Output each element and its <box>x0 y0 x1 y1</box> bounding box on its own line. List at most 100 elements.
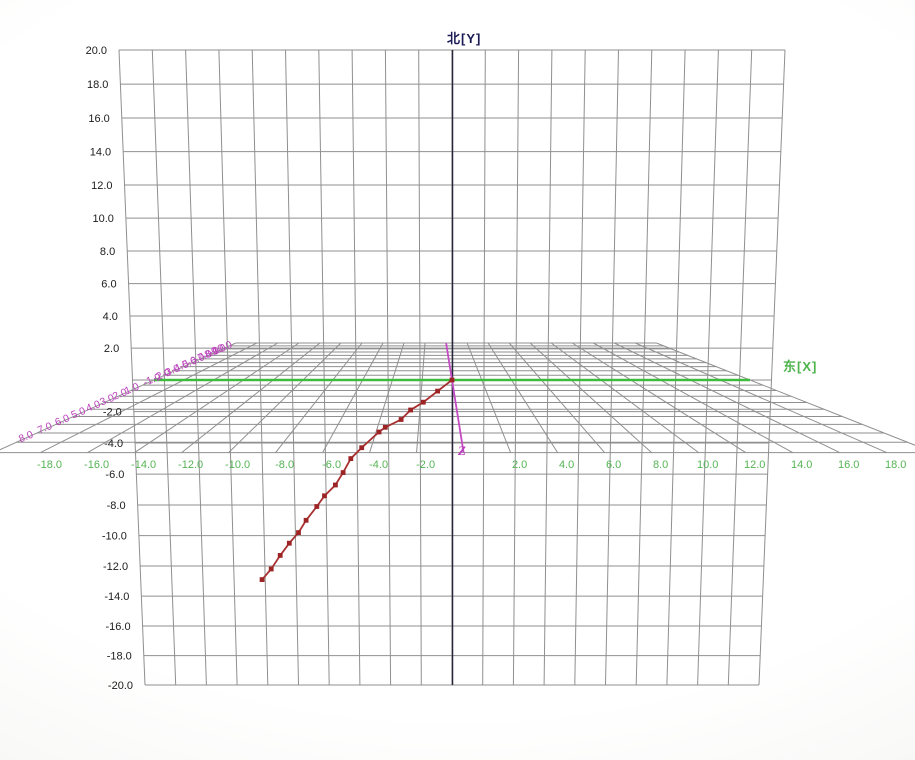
x-tick-label: 12.0 <box>744 459 765 471</box>
y-tick-label: -16.0 <box>106 621 131 633</box>
y-tick-label: -4.0 <box>104 438 123 450</box>
ground-plane-gridline-x <box>550 342 699 454</box>
y-tick-label: 2.0 <box>104 343 119 355</box>
ground-plane-gridline-x <box>228 342 342 453</box>
vertical-plane-gridline-vertical <box>185 49 207 686</box>
vertical-plane-gridline-vertical <box>285 49 299 686</box>
z-axis-line <box>445 342 465 453</box>
vertical-plane-gridline-vertical <box>605 49 619 686</box>
ground-plane-gridline-x <box>40 342 258 454</box>
trajectory-point-marker <box>359 445 365 451</box>
y-tick-label: 6.0 <box>101 279 116 291</box>
ground-plane-gridline-x <box>134 342 300 454</box>
ground-plane-gridline-x <box>0 342 237 451</box>
trajectory-point-marker <box>435 388 440 394</box>
y-tick-label: 10.0 <box>92 213 113 225</box>
trajectory-point-marker <box>348 456 354 461</box>
ground-plane-gridline-x <box>508 342 605 453</box>
z-tick-label: 5.0 <box>69 405 87 422</box>
ground-plane-gridline-x <box>322 342 384 453</box>
z-tick-label: 3.0 <box>98 392 116 409</box>
x-tick-label: -6.0 <box>322 459 341 471</box>
x-tick-label: -4.0 <box>369 459 388 471</box>
z-tick-label: 8.0 <box>17 429 35 446</box>
ground-plane-gridline-x <box>529 342 652 453</box>
y-tick-label: 20.0 <box>86 45 107 57</box>
vertical-plane-gridline-vertical <box>574 49 586 686</box>
y-tick-label: 12.0 <box>91 180 112 192</box>
ground-plane-gridline-x <box>416 342 426 453</box>
x-tick-label: 2.0 <box>512 459 527 471</box>
ground-plane-gridline-x <box>487 342 559 453</box>
north-y-axis-title: 北[Y] <box>447 31 482 46</box>
y-tick-label: -8.0 <box>107 500 126 512</box>
ground-plane-gridline-x <box>614 342 840 454</box>
vertical-plane-gridline-vertical <box>351 49 361 686</box>
trajectory-point-marker <box>333 482 338 488</box>
z-tick-label: 7.0 <box>36 420 54 437</box>
y-tick-label: -14.0 <box>104 591 129 603</box>
trajectory-point-marker <box>268 566 274 572</box>
y-tick-label: -6.0 <box>105 469 124 481</box>
ground-plane-gridline-x <box>87 342 279 454</box>
x-tick-label: -12.0 <box>178 459 203 471</box>
vertical-plane-gridline-vertical <box>666 49 686 686</box>
x-tick-label: 18.0 <box>885 459 906 471</box>
trajectory-point-marker <box>398 417 404 422</box>
x-tick-label: -8.0 <box>275 459 294 471</box>
trajectory-point-marker <box>322 493 327 499</box>
vertical-plane-gridline-vertical <box>727 49 753 686</box>
z-tick-label: 1.0 <box>123 381 141 398</box>
x-tick-label: -14.0 <box>131 459 156 471</box>
y-tick-label: -10.0 <box>102 531 127 543</box>
vertical-plane-gridline-vertical <box>482 49 486 686</box>
trajectory-point-marker <box>286 540 292 546</box>
z-tick-label: 2.0 <box>111 386 129 403</box>
ground-plane-gridline-x <box>275 342 363 453</box>
x-tick-label: 8.0 <box>653 459 668 471</box>
vertical-plane-gridline-vertical <box>384 49 392 686</box>
vertical-plane-gridline-vertical <box>118 49 146 686</box>
trajectory-point-marker <box>277 553 283 558</box>
y-tick-label: 16.0 <box>88 113 109 125</box>
trajectory-point-marker <box>303 517 309 523</box>
x-tick-label: 6.0 <box>606 459 621 471</box>
z-tick-label: 4.0 <box>84 398 102 415</box>
trajectory-point-marker <box>259 577 265 582</box>
y-tick-label: -12.0 <box>103 561 128 573</box>
east-x-axis-title: 东[X] <box>783 359 818 374</box>
x-tick-label: -18.0 <box>37 459 62 471</box>
y-tick-label: 14.0 <box>90 147 111 159</box>
vertical-plane-gridline-vertical <box>758 49 786 686</box>
x-tick-label: 16.0 <box>838 459 859 471</box>
vertical-plane-gridline-vertical <box>697 49 719 686</box>
x-tick-label: 14.0 <box>791 459 812 471</box>
trajectory-point-marker <box>296 530 301 535</box>
trajectory-point-marker <box>382 424 388 430</box>
x-tick-label: 4.0 <box>559 459 574 471</box>
trajectory-point-marker <box>340 470 346 475</box>
ground-plane-gridline-x <box>593 342 793 454</box>
ground-plane-gridline-x <box>656 342 915 446</box>
trajectory-point-marker <box>376 429 382 435</box>
trajectory-point-marker <box>408 407 413 413</box>
x-tick-label: 10.0 <box>697 459 718 471</box>
vertical-plane-gridline-vertical <box>318 49 330 686</box>
y-tick-label: -18.0 <box>107 651 132 663</box>
vertical-plane-gridline-vertical <box>418 49 422 686</box>
vertical-plane-gridline-vertical <box>635 49 653 686</box>
ground-plane-gridline-x <box>572 342 746 454</box>
z-axis-title: Z <box>458 443 467 458</box>
z-tick-label: 6.0 <box>53 412 71 429</box>
y-tick-label: 8.0 <box>100 246 115 258</box>
vertical-plane-gridline-vertical <box>218 49 238 686</box>
x-tick-label: -10.0 <box>225 459 250 471</box>
vertical-plane-gridline-vertical <box>512 49 520 686</box>
y-tick-label: -20.0 <box>108 680 133 692</box>
x-tick-label: -2.0 <box>416 459 435 471</box>
trajectory-point-marker <box>420 399 426 405</box>
vertical-plane-gridline-vertical <box>251 49 269 686</box>
ground-plane-gridline-x <box>181 342 321 453</box>
